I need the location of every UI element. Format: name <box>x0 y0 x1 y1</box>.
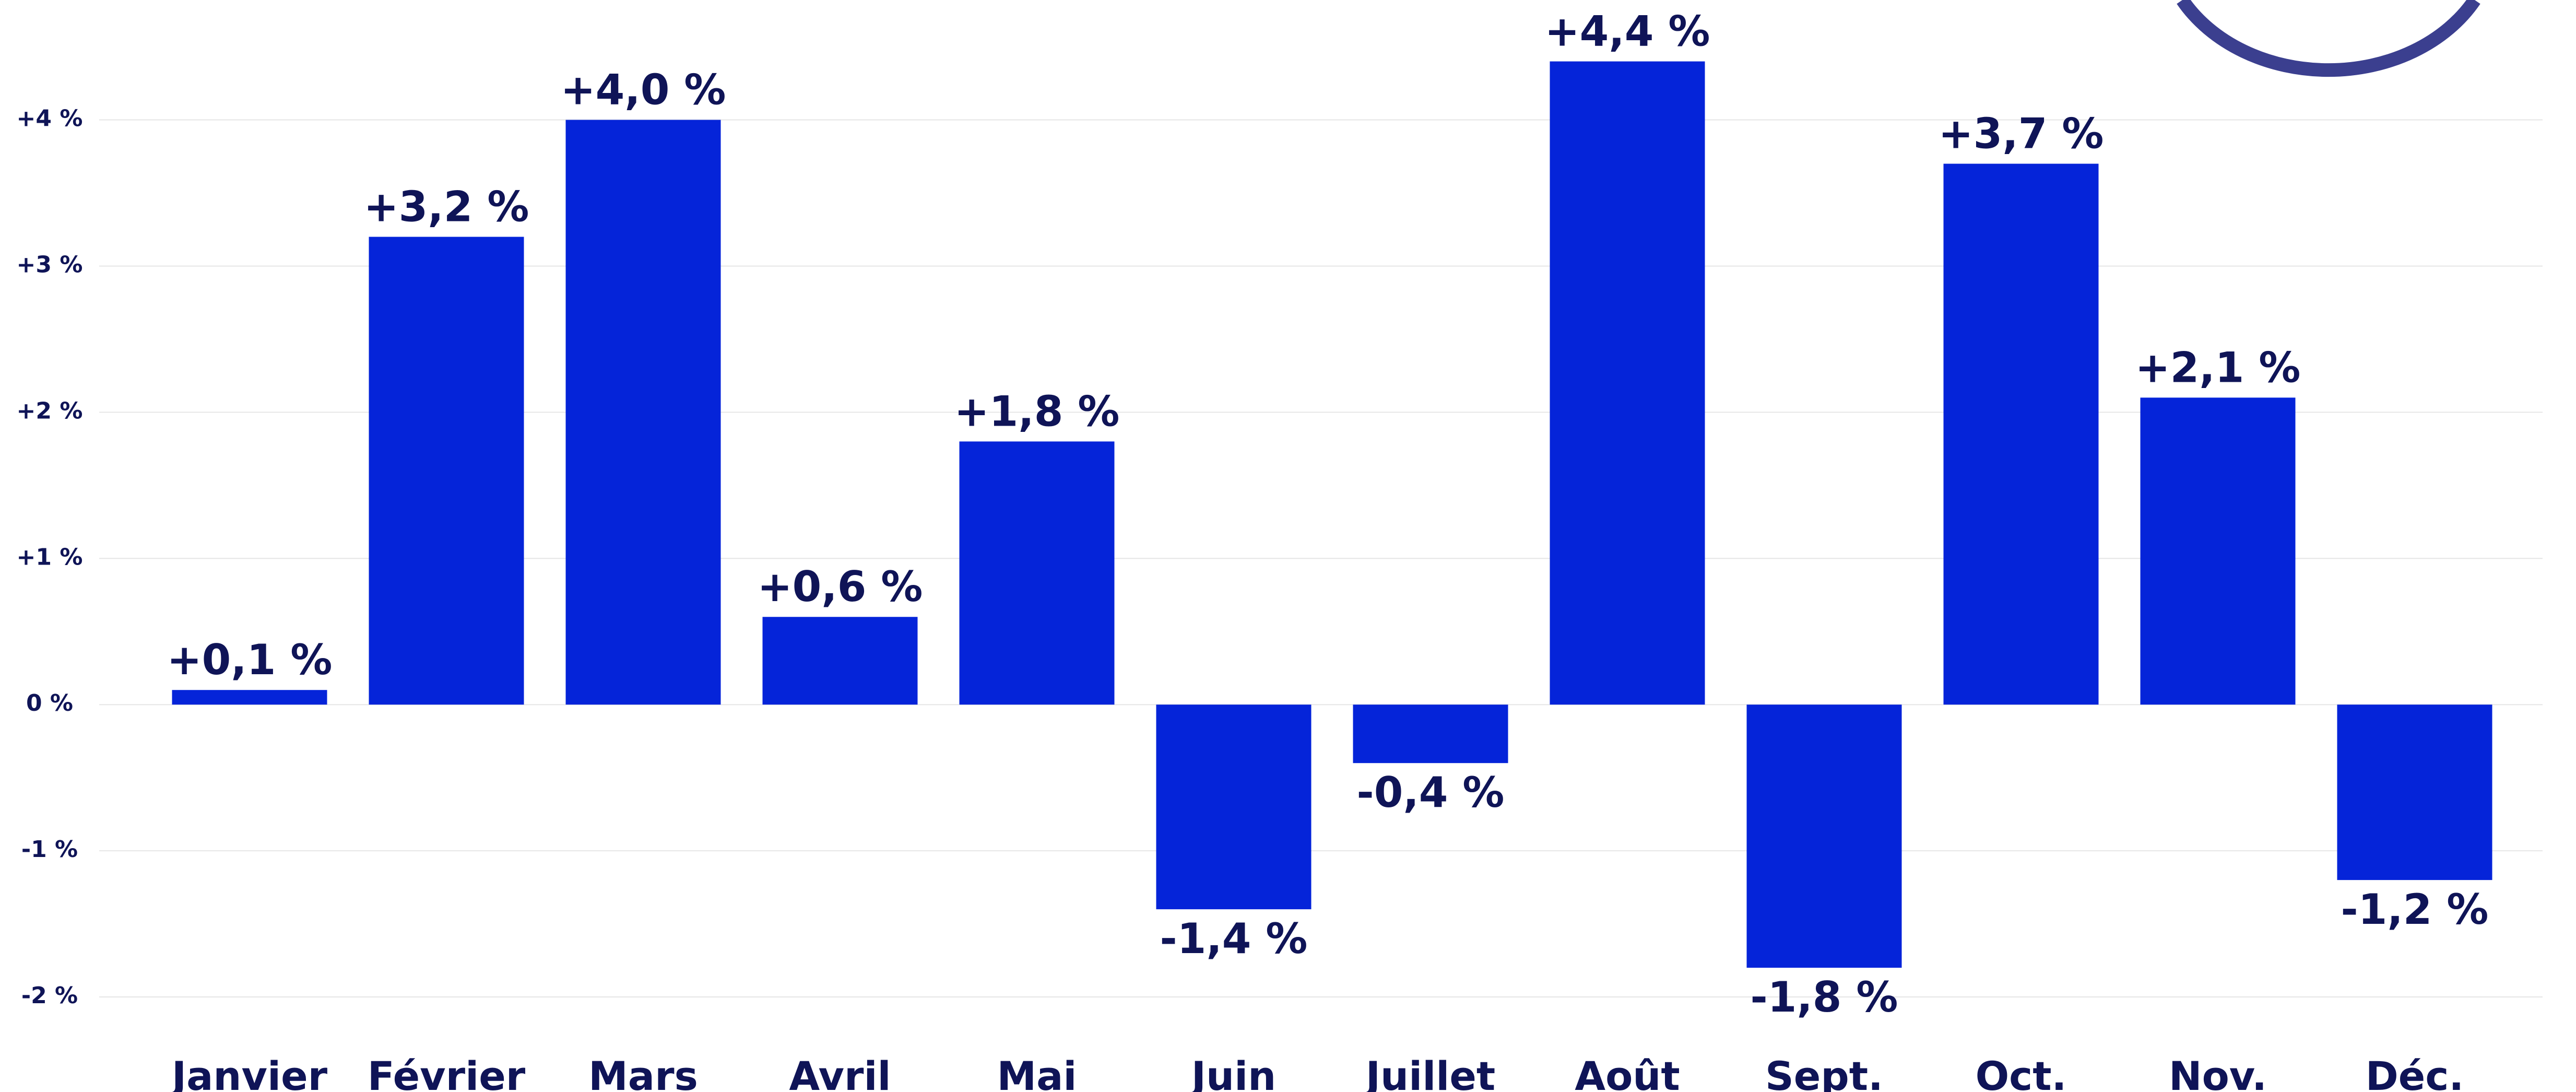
x-tick-label: Mai <box>997 1053 1077 1092</box>
bar <box>1156 704 1311 910</box>
x-tick-label: Juillet <box>1363 1053 1495 1092</box>
y-tick-label: -1 % <box>21 836 78 863</box>
bar <box>1746 704 1902 968</box>
value-label: +4,4 % <box>1545 7 1710 56</box>
bar <box>1353 704 1508 764</box>
x-tick-label: Nov. <box>2169 1053 2267 1092</box>
bar <box>369 237 524 705</box>
value-label: -0,4 % <box>1357 768 1505 817</box>
x-tick-label: Juin <box>1189 1053 1277 1092</box>
value-label: +4,0 % <box>561 66 726 114</box>
bar <box>762 617 918 705</box>
value-label: +3,7 % <box>1939 109 2104 158</box>
bar <box>2337 704 2492 880</box>
x-tick-label: Sept. <box>1765 1053 1883 1092</box>
x-tick-label: Oct. <box>1976 1053 2067 1092</box>
x-tick-label: Août <box>1575 1053 1680 1092</box>
bar <box>959 441 1115 705</box>
bar <box>1943 163 2099 705</box>
value-label: -1,8 % <box>1751 973 1898 1021</box>
value-label: +0,1 % <box>167 636 333 684</box>
value-label: +0,6 % <box>758 562 923 611</box>
value-label: -1,4 % <box>1160 914 1308 963</box>
value-label: -1,2 % <box>2341 885 2489 934</box>
x-tick-label: Déc. <box>2366 1053 2464 1092</box>
y-tick-label: 0 % <box>26 690 73 717</box>
y-tick-label: -2 % <box>21 982 78 1009</box>
y-tick-label: +2 % <box>17 397 83 424</box>
y-tick-label: +3 % <box>17 251 83 278</box>
x-tick-label: Février <box>368 1053 526 1092</box>
y-tick-label: +4 % <box>17 105 83 132</box>
x-tick-label: Mars <box>588 1053 698 1092</box>
bar <box>1550 61 1705 705</box>
bar <box>172 690 327 705</box>
y-tick-label: +1 % <box>17 544 83 570</box>
x-tick-label: Janvier <box>169 1053 328 1092</box>
bar <box>565 120 721 705</box>
x-tick-label: Avril <box>789 1053 891 1092</box>
value-label: +1,8 % <box>954 387 1120 436</box>
logo <box>2177 0 2480 77</box>
bar <box>2140 397 2296 705</box>
value-label: +3,2 % <box>364 182 529 231</box>
value-label: +2,1 % <box>2135 343 2301 392</box>
